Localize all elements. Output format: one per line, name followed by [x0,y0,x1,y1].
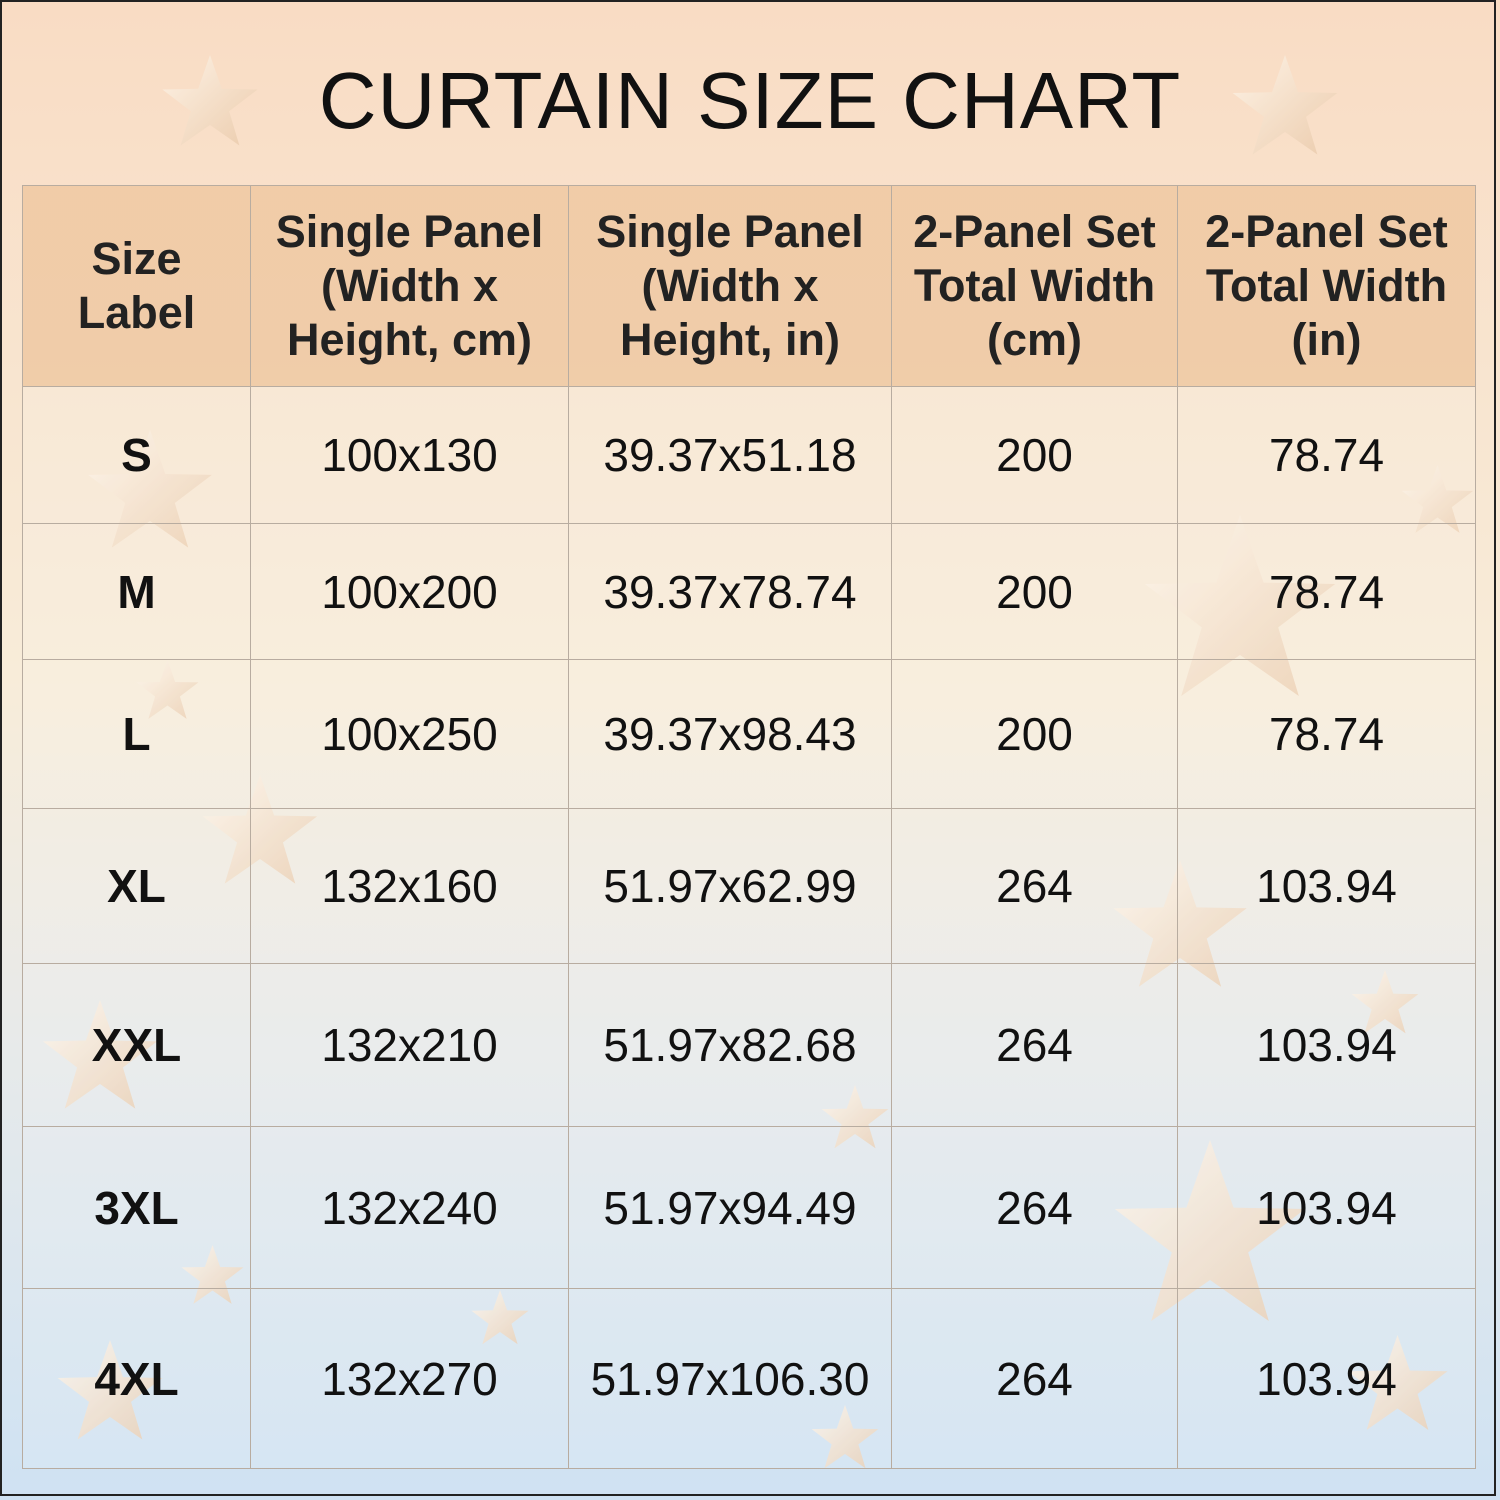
table-cell: 264 [891,808,1178,964]
table-cell: 264 [891,963,1178,1127]
title: CURTAIN SIZE CHART [318,56,1182,145]
table-cell: 132x160 [250,808,569,964]
table-cell: 132x210 [250,963,569,1127]
column-header: Single Panel (Width x Height, in) [568,185,892,387]
table-row: L 100x250 39.37x98.43 200 78.74 [22,659,1476,809]
column-header: 2-Panel Set Total Width (in) [1177,185,1476,387]
table-cell: 51.97x106.30 [568,1288,892,1469]
table-cell: 103.94 [1177,1126,1476,1289]
table-cell: 200 [891,386,1178,524]
size-label: S [22,386,251,524]
table-cell: 51.97x94.49 [568,1126,892,1289]
table-cell: 78.74 [1177,386,1476,524]
size-label: L [22,659,251,809]
table-row: S 100x130 39.37x51.18 200 78.74 [22,386,1476,524]
table-cell: 132x240 [250,1126,569,1289]
table-cell: 103.94 [1177,808,1476,964]
column-header: 2-Panel Set Total Width (cm) [891,185,1178,387]
size-label: 4XL [22,1288,251,1469]
table-row: XL 132x160 51.97x62.99 264 103.94 [22,808,1476,964]
column-header: Size Label [22,185,251,387]
table-cell: 103.94 [1177,963,1476,1127]
table-cell: 39.37x98.43 [568,659,892,809]
table-cell: 39.37x51.18 [568,386,892,524]
table-row: M 100x200 39.37x78.74 200 78.74 [22,523,1476,660]
table-cell: 200 [891,659,1178,809]
table-cell: 103.94 [1177,1288,1476,1469]
table-cell: 78.74 [1177,659,1476,809]
table-body: S 100x130 39.37x51.18 200 78.74 M 100x200 39.37… [22,386,1476,1469]
table-cell: 51.97x82.68 [568,963,892,1127]
header-row: Size Label Single Panel (Width x Height, … [22,185,1476,387]
table-cell: 100x200 [250,523,569,660]
column-header: Single Panel (Width x Height, cm) [250,185,569,387]
table-cell: 264 [891,1288,1178,1469]
table-cell: 100x130 [250,386,569,524]
table-cell: 51.97x62.99 [568,808,892,964]
size-table: Size Label Single Panel (Width x Height, … [22,185,1476,1469]
table-row: XXL 132x210 51.97x82.68 264 103.94 [22,963,1476,1127]
table-row: 3XL 132x240 51.97x94.49 264 103.94 [22,1126,1476,1289]
size-label: M [22,523,251,660]
table-cell: 132x270 [250,1288,569,1469]
table-cell: 264 [891,1126,1178,1289]
table-cell: 78.74 [1177,523,1476,660]
table-cell: 200 [891,523,1178,660]
size-label: XXL [22,963,251,1127]
table-row: 4XL 132x270 51.97x106.30 264 103.94 [22,1288,1476,1469]
table-cell: 100x250 [250,659,569,809]
size-label: 3XL [22,1126,251,1289]
table-cell: 39.37x78.74 [568,523,892,660]
size-label: XL [22,808,251,964]
